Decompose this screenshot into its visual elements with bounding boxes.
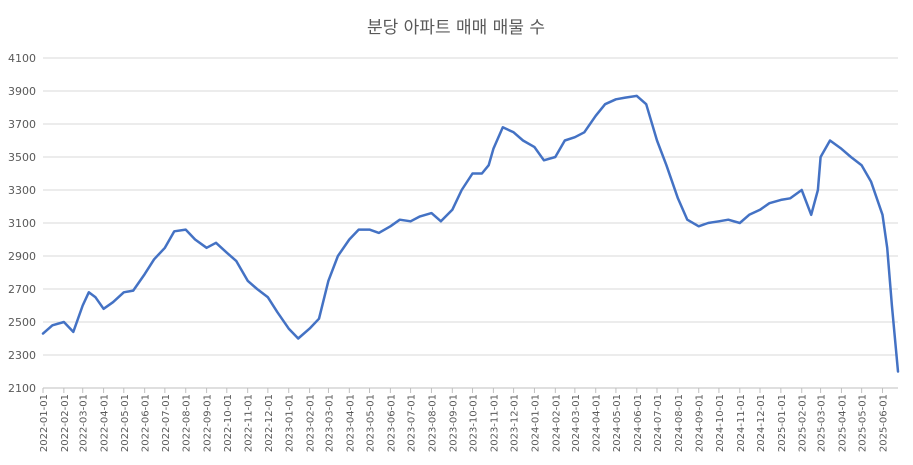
y-tick-label: 3900 <box>8 85 36 98</box>
x-tick-label: 2022-04-01 <box>100 394 111 452</box>
x-tick-label: 2024-01-01 <box>530 394 541 452</box>
x-tick-label: 2023-10-01 <box>469 394 480 452</box>
x-tick-label: 2022-11-01 <box>244 394 255 452</box>
series-layer <box>41 94 900 373</box>
x-tick-label: 2023-03-01 <box>324 394 335 452</box>
x-tick-label: 2025-03-01 <box>817 394 828 452</box>
y-tick-label: 2500 <box>8 316 36 329</box>
x-tick-label: 2022-01-01 <box>39 394 50 452</box>
x-tick-label: 2024-06-01 <box>633 394 644 452</box>
x-tick-label: 2024-12-01 <box>756 394 767 452</box>
y-tick-label: 4100 <box>8 52 36 65</box>
y-tick-label: 2900 <box>8 250 36 263</box>
y-tick-label: 2700 <box>8 283 36 296</box>
x-tick-label: 2023-09-01 <box>448 394 459 452</box>
x-tick-label: 2023-05-01 <box>366 394 377 452</box>
x-tick-label: 2023-07-01 <box>407 394 418 452</box>
x-tick-label: 2022-03-01 <box>79 394 90 452</box>
series-line <box>41 94 900 373</box>
x-tick-label: 2025-02-01 <box>798 394 809 452</box>
x-tick-label: 2023-01-01 <box>285 394 296 452</box>
x-tick-label: 2022-12-01 <box>264 394 275 452</box>
y-tick-label: 3100 <box>8 217 36 230</box>
x-axis: 2022-01-01 2022-02-01 2022-03-01 2022-04-01… <box>39 388 890 452</box>
y-tick-label: 2300 <box>8 349 36 362</box>
x-tick-label: 2024-03-01 <box>571 394 582 452</box>
x-tick-label: 2025-01-01 <box>777 394 788 452</box>
x-tick-label: 2025-05-01 <box>858 394 869 452</box>
x-tick-label: 2024-09-01 <box>695 394 706 452</box>
x-tick-label: 2024-11-01 <box>736 394 747 452</box>
x-tick-label: 2024-10-01 <box>715 394 726 452</box>
x-tick-label: 2023-04-01 <box>345 394 356 452</box>
x-tick-label: 2024-02-01 <box>551 394 562 452</box>
x-tick-label: 2022-02-01 <box>60 394 71 452</box>
y-tick-label: 3300 <box>8 184 36 197</box>
x-tick-label: 2023-06-01 <box>386 394 397 452</box>
x-tick-label: 2025-04-01 <box>837 394 848 452</box>
x-tick-label: 2022-06-01 <box>141 394 152 452</box>
y-tick-label: 3500 <box>8 151 36 164</box>
x-tick-label: 2024-07-01 <box>653 394 664 452</box>
x-tick-label: 2022-08-01 <box>182 394 193 452</box>
y-tick-label: 3700 <box>8 118 36 131</box>
x-tick-label: 2023-02-01 <box>306 394 317 452</box>
x-tick-label: 2025-06-01 <box>879 394 890 452</box>
chart-title: 분당 아파트 매매 매물 수 <box>367 18 545 38</box>
x-tick-label: 2022-07-01 <box>161 394 172 452</box>
x-tick-label: 2022-10-01 <box>223 394 234 452</box>
x-tick-label: 2023-12-01 <box>510 394 521 452</box>
x-tick-label: 2022-05-01 <box>120 394 131 452</box>
gridlines <box>43 57 898 389</box>
x-tick-label: 2024-05-01 <box>612 394 623 452</box>
x-tick-label: 2024-04-01 <box>592 394 603 452</box>
x-tick-label: 2022-09-01 <box>203 394 214 452</box>
x-tick-label: 2023-08-01 <box>427 394 438 452</box>
y-axis: 2100 2300 2500 2700 2900 3100 3300 3500 3700 3900… <box>8 52 36 395</box>
x-tick-label: 2023-11-01 <box>489 394 500 452</box>
y-tick-label: 2100 <box>8 382 36 395</box>
x-tick-label: 2024-08-01 <box>674 394 685 452</box>
